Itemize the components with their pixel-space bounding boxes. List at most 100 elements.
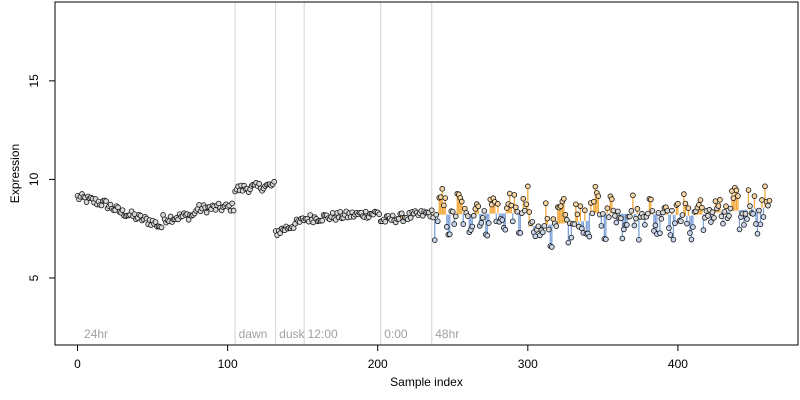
y-tick-label: 5 — [27, 274, 41, 281]
data-point — [730, 195, 737, 201]
data-point — [762, 183, 768, 190]
data-point — [687, 230, 693, 236]
data-point — [628, 208, 635, 214]
data-point — [726, 213, 732, 219]
x-tick-label: 400 — [668, 357, 688, 371]
data-point — [513, 204, 519, 211]
data-point — [610, 207, 617, 214]
data-point — [507, 190, 513, 197]
data-point — [757, 221, 764, 228]
data-point — [437, 194, 444, 200]
data-point — [690, 224, 696, 230]
data-point — [362, 208, 369, 215]
data-point — [615, 208, 621, 215]
data-point — [481, 208, 488, 214]
data-point — [83, 199, 90, 205]
data-point — [747, 203, 753, 209]
data-point — [449, 208, 456, 215]
data-point — [433, 211, 440, 218]
data-point — [612, 213, 618, 219]
data-point — [592, 183, 599, 190]
data-point — [522, 207, 528, 214]
data-point — [669, 207, 675, 214]
data-point — [389, 212, 396, 219]
data-point — [517, 230, 524, 236]
data-point — [535, 223, 542, 230]
data-point — [561, 195, 567, 202]
data-point — [442, 195, 449, 201]
data-point — [158, 224, 165, 231]
data-point — [699, 204, 705, 211]
data-point — [502, 226, 509, 233]
data-point — [499, 217, 506, 223]
data-point — [494, 201, 501, 207]
data-point — [514, 208, 521, 215]
data-point — [745, 187, 752, 193]
data-point — [573, 201, 579, 208]
data-point — [212, 207, 219, 213]
data-point — [754, 230, 761, 237]
data-point — [591, 198, 597, 205]
data-point — [658, 216, 665, 222]
data-point — [185, 217, 192, 223]
data-point — [553, 223, 560, 229]
data-point — [540, 229, 546, 236]
x-tick-label: 0 — [74, 357, 81, 371]
data-point — [645, 210, 651, 217]
data-point — [510, 218, 516, 225]
data-point — [697, 197, 704, 203]
y-tick-label: 10 — [27, 172, 41, 186]
data-point — [256, 180, 262, 187]
data-point — [720, 220, 726, 227]
data-point — [452, 213, 459, 220]
data-point — [568, 234, 575, 241]
data-point — [670, 236, 677, 243]
y-axis: 5 10 15 — [27, 74, 56, 281]
data-point — [600, 211, 606, 217]
data-point — [760, 214, 767, 220]
data-point — [723, 203, 729, 210]
time-annotations: 24hr dawn dusk 12:00 0:00 48hr — [84, 327, 459, 341]
data-point — [630, 192, 636, 199]
data-point — [532, 233, 539, 240]
data-point — [451, 221, 458, 227]
data-point — [115, 204, 121, 211]
data-point — [606, 214, 612, 220]
data-point — [119, 207, 126, 213]
data-point — [718, 213, 725, 220]
data-point — [479, 214, 486, 221]
data-point — [652, 222, 659, 229]
data-point — [609, 196, 615, 202]
data-point — [511, 192, 518, 198]
data-point — [439, 186, 446, 192]
data-point — [319, 217, 325, 224]
time-annotation: 0:00 — [384, 327, 408, 341]
data-point — [564, 216, 570, 223]
data-point — [407, 215, 414, 221]
data-point — [631, 222, 638, 229]
data-point — [711, 215, 717, 221]
data-point — [744, 216, 750, 222]
data-point — [675, 200, 681, 207]
data-point — [443, 224, 450, 230]
plot-frame — [54, 1, 799, 346]
data-point — [203, 209, 210, 216]
data-point — [756, 207, 762, 214]
data-point — [562, 211, 569, 218]
data-point — [715, 203, 722, 209]
data-points — [74, 178, 773, 250]
data-point — [759, 197, 765, 203]
x-axis-label: Sample index — [390, 375, 463, 389]
time-annotation: dusk — [279, 327, 305, 341]
data-point — [709, 209, 716, 215]
data-point — [717, 197, 723, 203]
data-point — [577, 203, 584, 209]
data-point — [613, 219, 620, 226]
data-point — [508, 202, 515, 209]
data-point — [751, 193, 758, 199]
data-point — [589, 210, 596, 217]
data-point — [634, 206, 641, 212]
data-point — [624, 222, 630, 228]
data-point — [446, 231, 453, 238]
